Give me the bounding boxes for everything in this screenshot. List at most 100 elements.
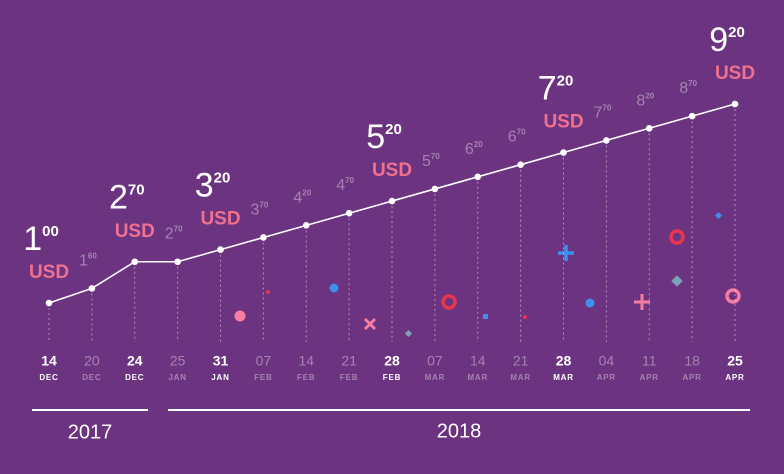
value-whole: 2	[165, 226, 174, 243]
value-label: 820	[636, 91, 654, 109]
x-day-label: 18	[684, 353, 700, 369]
x-month-label: JAN	[211, 373, 229, 382]
value-label: 370	[250, 201, 268, 219]
x-month-label: FEB	[340, 373, 358, 382]
value-cents: 70	[431, 152, 440, 161]
x-day-label: 28	[556, 353, 572, 369]
x-day-label: 04	[599, 353, 615, 369]
x-day-label: 31	[213, 353, 229, 369]
point	[517, 161, 524, 168]
x-month-label: DEC	[82, 373, 101, 382]
value-label: 920	[709, 21, 745, 59]
value-label: 270	[109, 179, 145, 217]
unit-label: USD	[543, 112, 583, 133]
value-cents: 70	[174, 225, 183, 234]
year-label: 2018	[437, 420, 482, 442]
point	[131, 258, 139, 266]
value-label: 100	[23, 220, 59, 258]
point	[560, 149, 567, 156]
value-cents: 70	[259, 201, 268, 210]
x-day-label: 21	[513, 353, 529, 369]
value-cents: 20	[728, 24, 745, 41]
value-label: 670	[508, 128, 526, 146]
value-cents: 70	[602, 104, 611, 113]
value-cents: 20	[302, 188, 311, 197]
value-whole: 6	[508, 129, 517, 146]
point	[731, 100, 739, 108]
x-month-label: DEC	[39, 373, 58, 382]
x-day-label: 21	[341, 353, 357, 369]
point	[302, 222, 310, 229]
x-month-label: FEB	[254, 373, 272, 382]
x-month-label: MAR	[467, 373, 488, 382]
unit-label: USD	[715, 63, 755, 84]
value-whole: 7	[593, 105, 602, 122]
value-whole: 4	[293, 190, 302, 207]
value-whole: 7	[538, 70, 557, 108]
value-whole: 3	[250, 202, 259, 219]
value-label: 160	[79, 252, 97, 270]
point	[88, 285, 96, 292]
point	[688, 112, 696, 120]
x-month-label: APR	[640, 373, 659, 382]
value-whole: 6	[465, 141, 474, 158]
point	[431, 185, 439, 193]
x-day-label: 25	[170, 353, 186, 369]
unit-label: USD	[200, 209, 240, 230]
x-month-label: FEB	[383, 373, 401, 382]
value-cents: 20	[557, 73, 574, 90]
value-whole: 9	[709, 21, 728, 59]
value-label: 270	[165, 225, 183, 243]
value-label: 320	[195, 167, 231, 205]
x-month-label: FEB	[297, 373, 315, 382]
x-month-label: MAR	[553, 373, 574, 382]
unit-label: USD	[29, 262, 69, 283]
value-whole: 3	[195, 167, 214, 205]
value-whole: 5	[366, 118, 385, 156]
value-whole: 8	[679, 80, 688, 97]
x-day-label: 07	[256, 353, 272, 369]
value-label: 570	[422, 152, 440, 170]
x-day-label: 25	[727, 353, 743, 369]
x-day-label: 20	[84, 353, 100, 369]
point	[174, 258, 181, 266]
value-label: 770	[593, 104, 611, 122]
point	[645, 124, 653, 132]
x-day-label: 14	[298, 353, 314, 369]
x-day-label: 14	[41, 353, 57, 369]
value-whole: 8	[636, 92, 645, 109]
value-label: 520	[366, 118, 402, 156]
year-label: 2017	[68, 421, 113, 443]
unit-label: USD	[115, 221, 155, 242]
point	[345, 209, 353, 217]
value-cents: 20	[214, 170, 231, 187]
point	[260, 234, 267, 241]
x-month-label: APR	[597, 373, 616, 382]
unit-label: USD	[372, 160, 412, 181]
x-month-label: APR	[682, 373, 701, 382]
point	[474, 173, 482, 181]
x-day-label: 28	[384, 353, 400, 369]
point	[45, 299, 53, 307]
decorations	[234, 211, 741, 338]
value-cents: 70	[345, 176, 354, 185]
value-label: 420	[293, 188, 311, 206]
x-day-label: 24	[127, 353, 143, 369]
value-cents: 20	[474, 140, 483, 149]
value-cents: 70	[517, 128, 526, 137]
x-month-label: JAN	[168, 373, 186, 382]
value-cents: 70	[688, 79, 697, 88]
value-whole: 1	[23, 220, 42, 258]
point	[603, 137, 610, 144]
x-day-label: 07	[427, 353, 443, 369]
value-cents: 00	[42, 223, 59, 240]
value-whole: 5	[422, 153, 431, 170]
value-label: 720	[538, 70, 574, 108]
value-cents: 60	[88, 252, 97, 261]
value-cents: 20	[645, 91, 654, 100]
x-month-label: MAR	[425, 373, 446, 382]
value-cents: 20	[385, 121, 402, 138]
value-label: 620	[465, 140, 483, 158]
value-label: 470	[336, 176, 354, 194]
